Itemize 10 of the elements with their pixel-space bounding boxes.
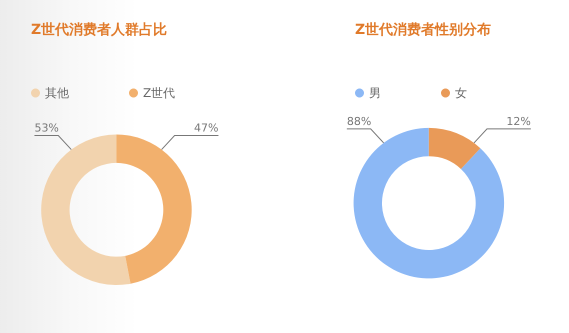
data-label: 88% (346, 114, 372, 128)
legend-label: 男 (369, 86, 381, 100)
legend-label: 其他 (45, 86, 69, 100)
legend-label: Z世代 (143, 86, 176, 100)
legend-label: 女 (455, 86, 467, 100)
chart-title: Z世代消费者人群占比 (31, 22, 168, 38)
data-label: 47% (194, 122, 218, 135)
data-label: 53% (34, 122, 59, 135)
data-label: 12% (506, 114, 531, 128)
chart-title: Z世代消费者性别分布 (355, 22, 492, 38)
